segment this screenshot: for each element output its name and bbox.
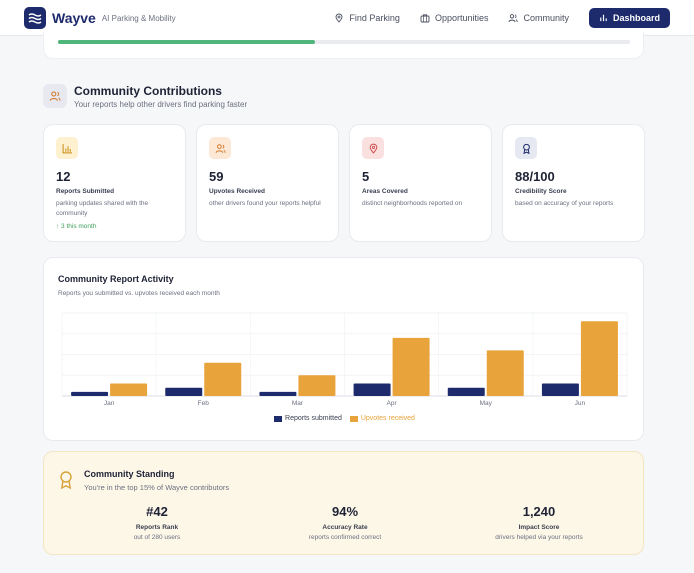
legend-swatch — [349, 415, 358, 422]
legend-item-upvotes[interactable]: Upvotes received — [349, 415, 415, 422]
section-subtitle: Your reports help other drivers find par… — [74, 100, 248, 109]
users-icon — [215, 143, 226, 153]
nav-community-label: Community — [523, 12, 569, 23]
x-tick-label: Jan — [104, 400, 115, 407]
award-icon — [60, 471, 72, 490]
stat-label: Credibility Score — [515, 188, 567, 195]
standing-subtitle: You're in the top 15% of Wayve contribut… — [84, 483, 230, 492]
stat-card-reports: 12 Reports Submitted parking updates sha… — [43, 124, 186, 242]
stat-card-credibility: 88/100 Credibility Score based on accura… — [502, 124, 645, 242]
stat-description: parking updates shared with the communit… — [56, 200, 149, 217]
wayve-logo-icon[interactable] — [24, 6, 46, 29]
stat-description: distinct neighborhoods reported on — [362, 200, 463, 207]
bar-reports-submitted[interactable] — [165, 387, 203, 396]
stat-card-upvotes: 59 Upvotes Received other drivers found … — [196, 124, 339, 242]
section-title: Community Contributions — [74, 84, 222, 98]
bar-reports-submitted[interactable] — [259, 391, 297, 396]
progress-fill — [58, 40, 316, 44]
metric-impact-score: 1,240 Impact Score drivers helped via yo… — [459, 504, 619, 541]
stat-trend: ↑ 3 this month — [56, 222, 97, 230]
brand-tagline: AI Parking & Mobility — [101, 14, 176, 23]
bar-chart-icon — [600, 14, 607, 22]
bar-reports-submitted[interactable] — [353, 383, 391, 396]
main-nav: Find Parking Opportunities Community Das… — [334, 7, 670, 28]
chart-legend: Reports submitted Upvotes received — [44, 415, 645, 422]
bar-upvotes-received[interactable] — [298, 375, 336, 396]
nav-opportunities[interactable]: Opportunities — [420, 12, 489, 23]
nav-find-parking-label: Find Parking — [349, 12, 400, 23]
top-navigation-bar: Wayve AI Parking & Mobility Find Parking… — [0, 0, 694, 36]
community-standing-card: Community Standing You're in the top 15%… — [43, 451, 644, 555]
x-tick-label: Apr — [387, 400, 398, 407]
progress-track — [58, 40, 630, 44]
metric-value: #42 — [146, 504, 168, 519]
bar-upvotes-received[interactable] — [580, 321, 618, 396]
stat-icon-box — [209, 137, 231, 159]
stat-icon-box — [56, 137, 78, 159]
x-tick-label: Feb — [198, 400, 210, 407]
bar-reports-submitted[interactable] — [541, 383, 579, 396]
legend-label: Upvotes received — [360, 415, 415, 422]
chart-title: Community Report Activity — [58, 274, 174, 284]
metric-label: Impact Score — [518, 524, 560, 531]
metric-value: 94% — [331, 504, 359, 519]
metric-description: out of 280 users — [133, 534, 181, 541]
stat-icon-box — [515, 137, 537, 159]
stat-description: other drivers found your reports helpful — [209, 200, 321, 207]
users-icon — [509, 13, 519, 22]
bar-reports-submitted[interactable] — [71, 391, 109, 396]
brand-name[interactable]: Wayve — [52, 9, 96, 26]
stat-value: 12 — [56, 169, 71, 184]
metric-value: 1,240 — [522, 504, 556, 519]
map-pin-icon — [335, 13, 343, 23]
stat-value: 59 — [209, 169, 224, 184]
x-tick-label: Jun — [575, 400, 586, 407]
legend-label: Reports submitted — [285, 415, 342, 422]
legend-swatch — [274, 415, 283, 422]
metric-description: drivers helped via your reports — [495, 534, 583, 541]
bar-upvotes-received[interactable] — [392, 337, 430, 396]
stat-icon-box — [362, 137, 384, 159]
nav-find-parking[interactable]: Find Parking — [334, 13, 400, 23]
metric-label: Accuracy Rate — [322, 524, 368, 531]
stat-card-areas: 5 Areas Covered distinct neighborhoods r… — [349, 124, 492, 242]
stat-label: Upvotes Received — [209, 188, 265, 195]
metric-accuracy-rate: 94% Accuracy Rate reports confirmed corr… — [265, 504, 425, 541]
x-tick-label: Mar — [292, 400, 304, 407]
stat-value: 88/100 — [515, 169, 555, 184]
bar-chart-icon — [62, 143, 72, 153]
bar-upvotes-received[interactable] — [486, 350, 524, 396]
community-report-activity-card: Community Report Activity Reports you su… — [43, 257, 644, 441]
x-tick-label: May — [480, 400, 493, 407]
bar-upvotes-received[interactable] — [110, 383, 148, 396]
dashboard-button[interactable]: Dashboard — [588, 7, 670, 28]
bar-upvotes-received[interactable] — [204, 362, 242, 396]
nav-community[interactable]: Community — [508, 13, 569, 23]
community-section-icon — [43, 84, 67, 108]
metric-reports-rank: #42 Reports Rank out of 280 users — [77, 504, 237, 541]
stat-label: Reports Submitted — [56, 188, 115, 195]
metric-label: Reports Rank — [135, 524, 179, 531]
stat-label: Areas Covered — [362, 188, 408, 195]
users-icon — [49, 91, 61, 101]
stat-description: based on accuracy of your reports — [515, 200, 614, 207]
bar-reports-submitted[interactable] — [447, 387, 485, 396]
nav-opportunities-label: Opportunities — [434, 12, 489, 23]
award-icon — [522, 143, 530, 154]
chart-subtitle: Reports you submitted vs. upvotes receiv… — [58, 290, 220, 297]
bar-chart: Jan Feb Mar Apr May Jun — [61, 312, 628, 407]
stat-value: 5 — [362, 169, 370, 184]
standing-title: Community Standing — [84, 469, 175, 479]
map-pin-icon — [369, 143, 377, 154]
metric-description: reports confirmed correct — [308, 534, 382, 541]
briefcase-icon — [420, 13, 430, 22]
dashboard-button-label: Dashboard — [612, 12, 660, 23]
progress-card — [43, 32, 644, 59]
legend-item-reports[interactable]: Reports submitted — [274, 415, 342, 422]
